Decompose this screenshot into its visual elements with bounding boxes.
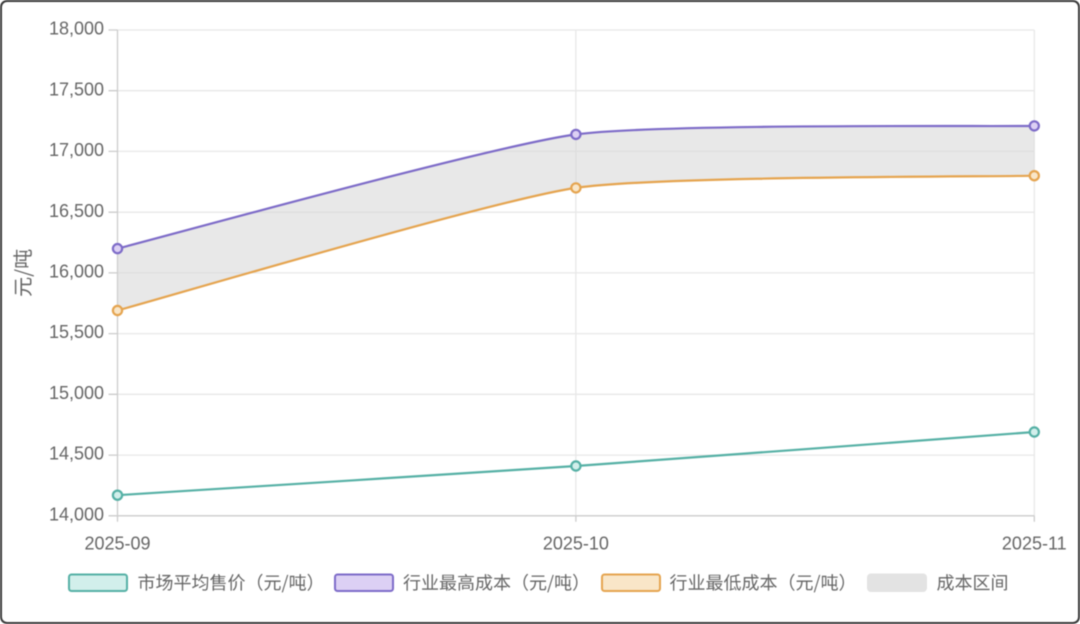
svg-text:14,000: 14,000 bbox=[49, 504, 104, 524]
svg-text:15,500: 15,500 bbox=[49, 322, 104, 342]
svg-text:14,500: 14,500 bbox=[49, 444, 104, 464]
svg-text:2025-10: 2025-10 bbox=[543, 534, 609, 554]
svg-text:15,000: 15,000 bbox=[49, 383, 104, 403]
svg-text:17,500: 17,500 bbox=[49, 79, 104, 99]
svg-text:2025-11: 2025-11 bbox=[1002, 534, 1067, 554]
svg-text:2025-09: 2025-09 bbox=[84, 534, 150, 554]
svg-text:16,500: 16,500 bbox=[49, 201, 104, 221]
svg-text:17,000: 17,000 bbox=[49, 140, 104, 160]
svg-text:18,000: 18,000 bbox=[49, 19, 104, 39]
svg-text:16,000: 16,000 bbox=[49, 262, 104, 282]
